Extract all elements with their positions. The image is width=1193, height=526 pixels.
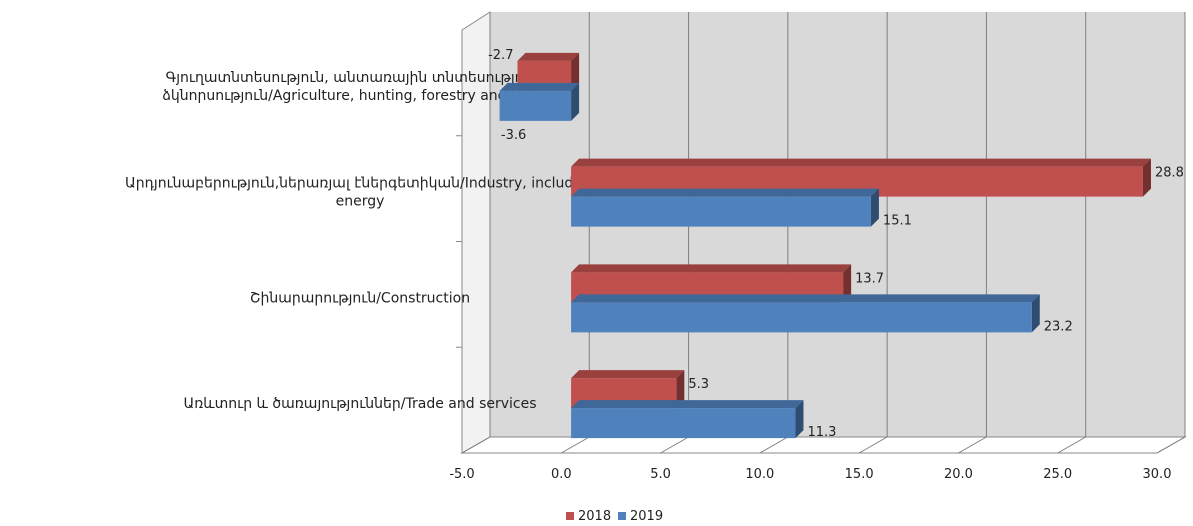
gridline-floor	[958, 436, 987, 454]
bar-top	[571, 188, 879, 197]
bar-side	[795, 400, 804, 439]
bar-2019	[571, 408, 796, 439]
legend-swatch-2018	[566, 512, 574, 520]
data-label: -3.6	[501, 128, 526, 143]
bar-side	[870, 188, 879, 227]
bar-side	[843, 264, 852, 303]
bar-2019	[571, 302, 1032, 333]
x-tick-label: 5.0	[650, 467, 671, 482]
gridline-floor	[759, 436, 789, 454]
bar-top	[571, 370, 685, 379]
category-label: Առևտուր և ծառայություններ/Trade and serv…	[183, 396, 536, 412]
bar-side	[1031, 294, 1040, 333]
bar-2019	[571, 196, 871, 227]
gridline-floor	[660, 436, 689, 454]
bar-top	[571, 158, 1151, 167]
x-tick-label: 0.0	[551, 467, 572, 482]
bar-side	[571, 82, 580, 121]
x-tick-label: -5.0	[449, 467, 474, 482]
bar-side	[676, 370, 685, 409]
x-tick-label: 20.0	[944, 467, 973, 482]
gridline-floor	[561, 436, 590, 454]
bar-side	[1142, 158, 1151, 197]
legend-swatch-2019	[618, 512, 626, 520]
bar-top	[517, 52, 580, 61]
x-tick-label: 15.0	[845, 467, 874, 482]
data-label: 11.3	[807, 425, 836, 440]
category-label: Գյուղատնտեսություն, անտառային տնտեսությո…	[166, 70, 555, 86]
category-label: energy	[336, 194, 385, 210]
gridline-floor	[1057, 436, 1086, 454]
gridline-floor	[1156, 436, 1186, 454]
x-tick-label: 25.0	[1043, 467, 1072, 482]
data-label: 28.8	[1155, 166, 1184, 181]
data-label: 23.2	[1044, 319, 1073, 334]
gridline-floor	[858, 436, 888, 454]
legend-label: 2019	[630, 509, 663, 524]
data-label: -2.7	[488, 48, 513, 63]
data-label: 15.1	[883, 214, 912, 229]
category-label: Շինարարություն/Construction	[250, 290, 470, 306]
bar-top	[499, 82, 580, 91]
category-label: ձկնորսություն/Agriculture, hunting, fore…	[162, 88, 557, 104]
bar-top	[571, 294, 1040, 303]
legend-label: 2018	[578, 509, 611, 524]
data-label: 13.7	[855, 271, 884, 286]
bar-top	[571, 264, 852, 273]
category-label: Արդյունաբերություն,ներառյալ էներգետիկան/…	[125, 176, 595, 192]
data-label: 5.3	[688, 377, 709, 392]
gridline-floor	[461, 436, 491, 454]
bar-top	[571, 400, 804, 409]
x-tick-label: 30.0	[1143, 467, 1172, 482]
bar-2019	[499, 90, 572, 121]
x-tick-label: 10.0	[745, 467, 774, 482]
bar-side	[571, 52, 580, 91]
